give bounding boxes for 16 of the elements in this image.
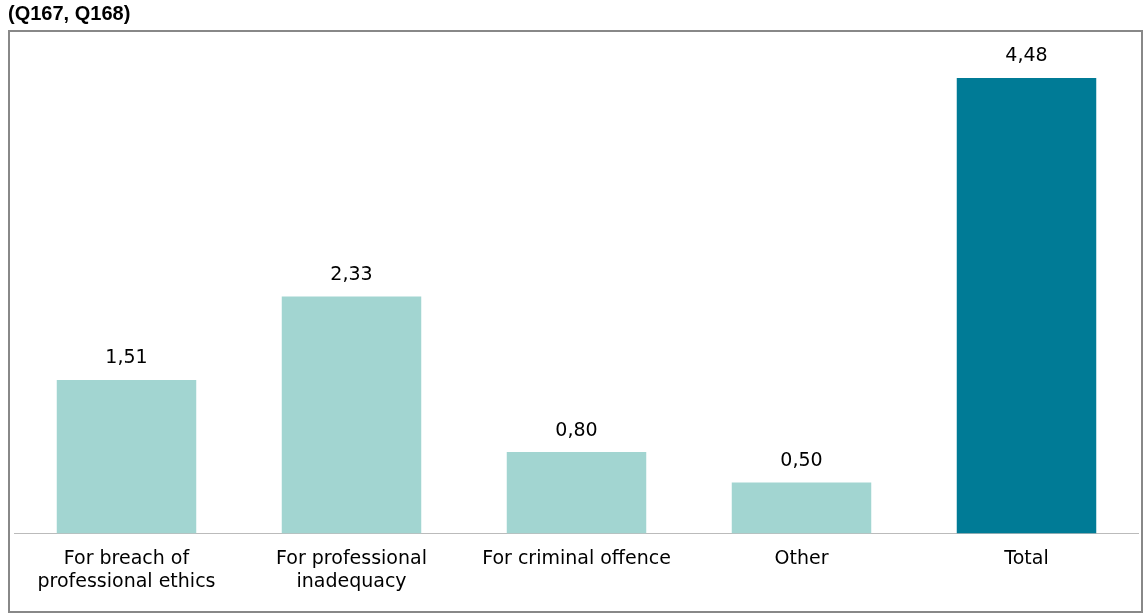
x-tick-label: Other (774, 545, 829, 568)
chart-title: (Q167, Q168) (8, 2, 131, 25)
data-label: 0,80 (555, 417, 598, 440)
bar (56, 379, 197, 534)
data-label: 1,51 (105, 345, 148, 368)
x-tick-label: Total (1003, 545, 1049, 568)
x-tick-label: For professional inadequacy (276, 545, 427, 591)
x-tick-label: For breach of professional ethics (37, 545, 216, 591)
bar (731, 482, 872, 534)
data-label: 4,48 (1005, 43, 1048, 66)
bar (956, 78, 1097, 534)
data-label: 2,33 (330, 262, 373, 285)
bar (506, 452, 647, 534)
bar (281, 296, 422, 534)
x-tick-label: For criminal offence (482, 545, 671, 568)
data-label: 0,50 (780, 448, 823, 471)
